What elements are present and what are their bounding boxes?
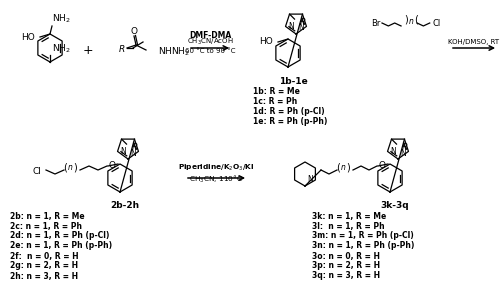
Text: 1e: R = Ph (p-Ph): 1e: R = Ph (p-Ph) bbox=[253, 117, 328, 126]
Text: DMF-DMA: DMF-DMA bbox=[189, 31, 231, 40]
Text: ): ) bbox=[404, 15, 408, 25]
Text: NH$_2$: NH$_2$ bbox=[52, 43, 70, 55]
Text: 3p: n = 2, R = H: 3p: n = 2, R = H bbox=[312, 262, 380, 271]
Text: 2b-2h: 2b-2h bbox=[110, 201, 140, 210]
Text: Br: Br bbox=[370, 19, 380, 28]
Text: 2g: n = 2, R = H: 2g: n = 2, R = H bbox=[10, 262, 78, 271]
Text: (: ( bbox=[336, 162, 340, 172]
Text: n: n bbox=[408, 17, 414, 26]
Text: n: n bbox=[68, 162, 72, 171]
Text: 3l:  n = 1, R = Ph: 3l: n = 1, R = Ph bbox=[312, 221, 384, 230]
Text: 2c: n = 1, R = Ph: 2c: n = 1, R = Ph bbox=[10, 221, 82, 230]
Text: N: N bbox=[120, 147, 126, 156]
Text: R: R bbox=[119, 46, 125, 55]
Text: (: ( bbox=[414, 15, 418, 25]
Text: O: O bbox=[108, 162, 116, 171]
Text: 2d: n = 1, R = Ph (p-Cl): 2d: n = 1, R = Ph (p-Cl) bbox=[10, 232, 110, 241]
Text: ): ) bbox=[346, 162, 350, 172]
Text: +: + bbox=[82, 44, 94, 56]
Text: O: O bbox=[130, 26, 138, 35]
Text: Cl: Cl bbox=[32, 167, 41, 176]
Text: CH$_3$CN, 110°C: CH$_3$CN, 110°C bbox=[189, 173, 243, 185]
Text: NH$_2$: NH$_2$ bbox=[52, 13, 70, 25]
Text: KOH/DMSO, RT: KOH/DMSO, RT bbox=[448, 39, 500, 45]
Text: 2b: n = 1, R = Me: 2b: n = 1, R = Me bbox=[10, 212, 85, 221]
Text: CH$_3$CN/AcOH: CH$_3$CN/AcOH bbox=[186, 37, 234, 47]
Text: ): ) bbox=[73, 162, 77, 172]
Text: 1b: R = Me: 1b: R = Me bbox=[253, 87, 300, 96]
Text: (: ( bbox=[63, 162, 67, 172]
Text: 60 °C to 90 °C: 60 °C to 90 °C bbox=[185, 48, 236, 54]
Text: 2h: n = 3, R = H: 2h: n = 3, R = H bbox=[10, 271, 78, 280]
Text: 2e: n = 1, R = Ph (p-Ph): 2e: n = 1, R = Ph (p-Ph) bbox=[10, 241, 112, 250]
Text: 1b-1e: 1b-1e bbox=[278, 76, 308, 85]
Text: Piperidine/K$_2$O$_3$/KI: Piperidine/K$_2$O$_3$/KI bbox=[178, 163, 254, 173]
Text: N: N bbox=[298, 24, 304, 33]
Text: HO: HO bbox=[21, 33, 35, 42]
Text: N: N bbox=[400, 148, 406, 157]
Text: 3q: n = 3, R = H: 3q: n = 3, R = H bbox=[312, 271, 380, 280]
Text: 1c: R = Ph: 1c: R = Ph bbox=[253, 96, 297, 105]
Text: HO: HO bbox=[259, 37, 273, 46]
Text: NHNH$_2$: NHNH$_2$ bbox=[158, 46, 190, 58]
Text: O: O bbox=[378, 162, 386, 171]
Text: n: n bbox=[340, 162, 345, 171]
Text: R: R bbox=[132, 142, 138, 152]
Text: N: N bbox=[390, 147, 396, 156]
Text: 1d: R = Ph (p-Cl): 1d: R = Ph (p-Cl) bbox=[253, 106, 324, 115]
Text: N: N bbox=[288, 22, 294, 31]
Text: 3k-3q: 3k-3q bbox=[380, 201, 410, 210]
Text: N: N bbox=[307, 176, 313, 185]
Text: R: R bbox=[402, 142, 408, 152]
Text: Cl: Cl bbox=[432, 19, 441, 28]
Text: R: R bbox=[300, 18, 306, 27]
Text: 3k: n = 1, R = Me: 3k: n = 1, R = Me bbox=[312, 212, 386, 221]
Text: 3m: n = 1, R = Ph (p-Cl): 3m: n = 1, R = Ph (p-Cl) bbox=[312, 232, 414, 241]
Text: 3n: n = 1, R = Ph (p-Ph): 3n: n = 1, R = Ph (p-Ph) bbox=[312, 241, 414, 250]
Text: N: N bbox=[130, 148, 136, 157]
Text: 2f:  n = 0, R = H: 2f: n = 0, R = H bbox=[10, 251, 78, 260]
Text: 3o: n = 0, R = H: 3o: n = 0, R = H bbox=[312, 251, 380, 260]
